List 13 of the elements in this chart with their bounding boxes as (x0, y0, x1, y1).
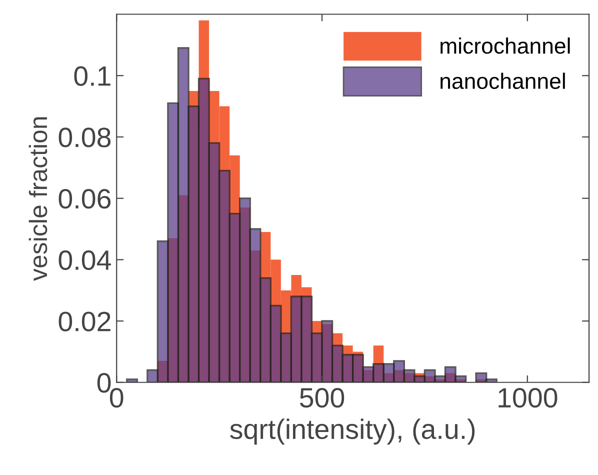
y-axis-title: vesicle fraction (28, 117, 48, 281)
y-tick-label: 0.06 (58, 188, 111, 209)
y-tick-label: 0.04 (58, 250, 111, 270)
x-tick-label: 0 (110, 388, 124, 408)
x-axis-title: sqrt(intensity), (a.u.) (230, 418, 475, 445)
y-tick-label: 0.08 (58, 128, 111, 148)
x-tick-label: 500 (300, 388, 344, 408)
legend-label: microchannel (440, 37, 570, 54)
y-tick-label: 0 (97, 373, 111, 393)
y-tick-label: 0.1 (74, 66, 110, 86)
legend-label: nanochannel (440, 72, 565, 90)
x-tick-label: 1000 (498, 388, 558, 408)
y-tick-label: 0.02 (58, 312, 110, 332)
